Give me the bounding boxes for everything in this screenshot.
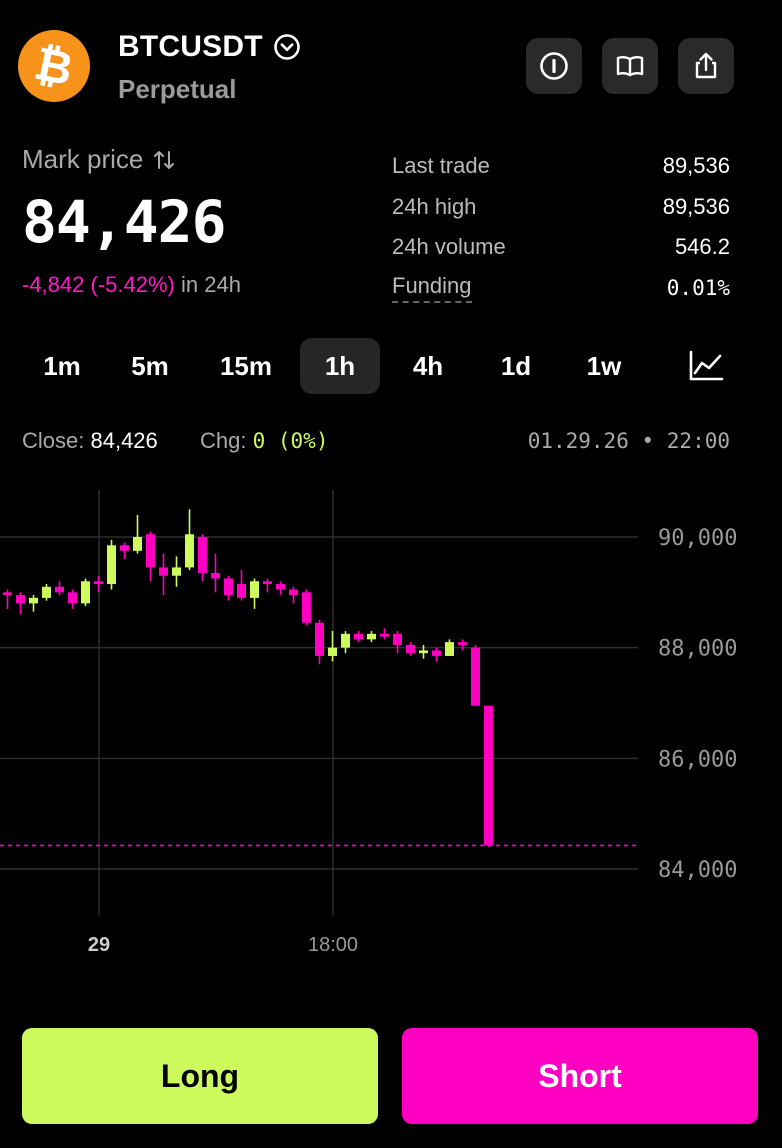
symbol-selector[interactable]: BTCUSDT — [118, 30, 301, 64]
tab-timeframe-1m[interactable]: 1m — [43, 350, 81, 381]
y-tick-label: 84,000 — [658, 858, 737, 883]
chart-type-button[interactable] — [668, 338, 744, 394]
stat-row-last-trade: Last trade 89,536 — [392, 146, 730, 187]
mark-price-toggle[interactable]: Mark price — [22, 144, 175, 175]
sort-arrows-icon — [154, 150, 175, 169]
mark-price-label: Mark price — [22, 144, 144, 174]
tab-timeframe-5m[interactable]: 5m — [131, 350, 169, 381]
market-stats: Last trade 89,536 24h high 89,536 24h vo… — [392, 146, 730, 308]
stat-row-funding: Funding 0.01% — [392, 268, 730, 309]
candle-body — [458, 642, 467, 645]
tab-timeframe-1w[interactable]: 1w — [586, 350, 622, 381]
share-icon — [695, 52, 717, 79]
tab-timeframe-4h[interactable]: 4h — [412, 350, 444, 381]
candle-body — [159, 567, 168, 576]
candle-body — [81, 581, 90, 604]
line-chart-icon — [689, 350, 724, 381]
candle-body — [289, 589, 298, 596]
candle-body — [445, 642, 454, 656]
candle-body — [315, 622, 324, 656]
bitcoin-logo-glyph: ₿ — [30, 35, 78, 97]
candle-body — [406, 644, 415, 654]
candle-body — [328, 647, 337, 656]
candle-body — [55, 586, 64, 593]
tab-timeframe-1h[interactable]: 1h — [300, 338, 380, 394]
stat-row-24h-volume: 24h volume 546.2 — [392, 227, 730, 268]
candle-body — [133, 537, 142, 551]
y-tick-label: 90,000 — [658, 526, 737, 551]
candle-body — [367, 633, 376, 640]
candle-body — [302, 592, 311, 623]
close-value: 84,426 — [90, 428, 158, 453]
candle-datetime-value: 01.29.26 • 22:00 — [527, 429, 730, 453]
contract-type: Perpetual — [118, 74, 237, 104]
share-button[interactable] — [678, 38, 734, 94]
tab-timeframe-15m[interactable]: 15m — [219, 350, 273, 381]
x-tick-label: 29 — [88, 934, 110, 956]
candle-body — [250, 581, 259, 598]
funding-label[interactable]: Funding — [392, 273, 472, 303]
candle-body — [29, 597, 38, 604]
stat-row-24h-high: 24h high 89,536 — [392, 187, 730, 228]
candle-body — [224, 578, 233, 596]
price-change-24h: -4,842 (-5.42%) in 24h — [22, 272, 241, 298]
candle-body — [172, 567, 181, 576]
chg-value: 0 (0%) — [252, 429, 329, 453]
candle-body — [471, 647, 480, 706]
candle-body — [185, 534, 194, 568]
candle-datetime: 01.29.26 • 22:00 — [528, 428, 730, 454]
bitcoin-logo: ₿ — [18, 30, 90, 102]
stat-value: 89,536 — [662, 193, 730, 219]
candle-body — [380, 633, 389, 637]
candle-body — [237, 584, 246, 598]
stat-value: 0.01% — [666, 275, 730, 300]
price-change-value: -4,842 (-5.42%) — [22, 272, 175, 297]
candle-body — [393, 633, 402, 645]
candle-body — [354, 633, 363, 640]
candle-body — [3, 592, 12, 596]
candle-change: Chg: 0 (0%) — [200, 428, 328, 454]
candle-body — [120, 545, 129, 551]
candle-body — [42, 586, 51, 598]
candle-body — [419, 650, 428, 654]
x-tick-label: 18:00 — [308, 934, 358, 956]
close-label: Close: — [22, 428, 85, 453]
candle-body — [107, 545, 116, 585]
candle-body — [16, 595, 25, 604]
y-tick-label: 88,000 — [658, 637, 737, 662]
price-change-suffix: in 24h — [180, 272, 241, 297]
candle-body — [341, 633, 350, 648]
price-chart[interactable]: 90,000 88,000 86,000 84,000 29 18:00 — [0, 480, 782, 970]
candle-body — [276, 584, 285, 590]
info-icon — [540, 52, 568, 80]
candle-body — [484, 705, 493, 846]
symbol-name: BTCUSDT — [118, 30, 263, 63]
short-button[interactable]: Short — [402, 1028, 758, 1124]
candle-body — [432, 650, 441, 656]
stat-value: 546.2 — [674, 234, 730, 260]
candle-body — [68, 592, 77, 604]
chg-label: Chg: — [200, 428, 247, 453]
info-button[interactable] — [526, 38, 582, 94]
candle-body — [198, 537, 207, 573]
stat-label: 24h high — [392, 193, 477, 219]
stat-value: 89,536 — [662, 153, 730, 179]
book-icon — [616, 56, 644, 77]
y-tick-label: 86,000 — [658, 747, 737, 772]
candle-body — [94, 581, 103, 585]
candle-close: Close: 84,426 — [22, 428, 158, 454]
docs-button[interactable] — [602, 38, 658, 94]
stat-label: Last trade — [392, 153, 490, 179]
long-button[interactable]: Long — [22, 1028, 378, 1124]
candle-body — [263, 581, 272, 585]
chevron-down-icon — [273, 34, 300, 60]
stat-label: 24h volume — [392, 234, 506, 260]
candle-body — [146, 534, 155, 568]
tab-timeframe-1d[interactable]: 1d — [500, 350, 532, 381]
candle-body — [211, 572, 220, 579]
mark-price-value: 84,426 — [22, 188, 227, 256]
